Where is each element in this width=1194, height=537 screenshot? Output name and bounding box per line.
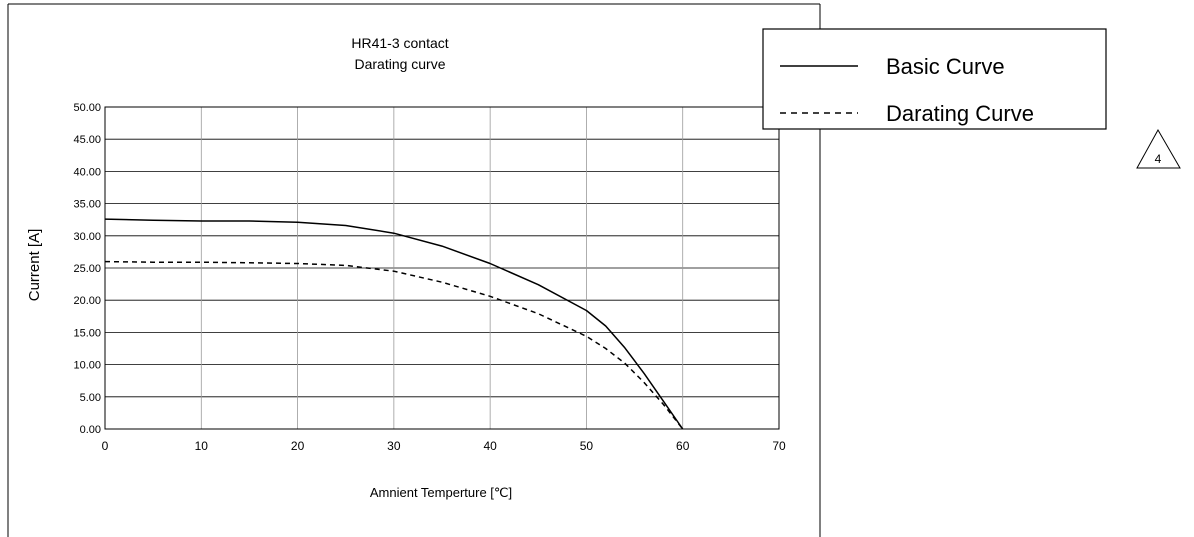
y-tick-label: 0.00 xyxy=(80,424,101,436)
series-line-basic-curve xyxy=(104,218,684,430)
y-tick-label: 30.00 xyxy=(73,231,101,243)
legend: Basic Curve Darating Curve xyxy=(762,28,1107,130)
y-tick-label: 25.00 xyxy=(73,263,101,275)
revision-mark: 4 xyxy=(1136,128,1181,169)
y-tick-label: 10.00 xyxy=(73,360,101,372)
x-tick-label: 40 xyxy=(483,439,497,453)
y-tick-labels: 0.00 5.00 10.00 15.00 20.00 25.00 30.00 35.00 40… xyxy=(73,102,101,436)
grid-lines xyxy=(104,106,780,430)
x-tick-label: 70 xyxy=(772,439,786,453)
y-tick-label: 15.00 xyxy=(73,327,101,339)
y-tick-label: 5.00 xyxy=(80,392,101,404)
y-axis-label: Current [A] xyxy=(26,229,43,302)
y-tick-label: 50.00 xyxy=(73,102,101,114)
x-tick-labels: 0 10 20 30 40 50 60 70 xyxy=(102,439,786,453)
legend-label-basic-curve: Basic Curve xyxy=(886,54,1005,79)
plot-area xyxy=(104,106,780,430)
series-line-darating-curve xyxy=(104,260,684,430)
legend-label-darating-curve: Darating Curve xyxy=(886,101,1034,126)
x-tick-label: 10 xyxy=(195,439,209,453)
x-axis-label: Amnient Temperture [℃] xyxy=(370,485,512,500)
revision-number: 4 xyxy=(1155,152,1162,166)
legend-box xyxy=(762,28,1107,130)
plot-frame xyxy=(104,106,780,430)
y-tick-label: 35.00 xyxy=(73,199,101,211)
x-tick-label: 60 xyxy=(676,439,690,453)
revision-triangle-icon xyxy=(1136,128,1181,169)
chart-subtitle: Darating curve xyxy=(354,56,445,72)
x-tick-label: 50 xyxy=(580,439,594,453)
x-tick-label: 20 xyxy=(291,439,305,453)
y-tick-label: 45.00 xyxy=(73,134,101,146)
x-tick-label: 30 xyxy=(387,439,401,453)
series-layer xyxy=(104,218,684,430)
y-tick-label: 40.00 xyxy=(73,166,101,178)
x-tick-label: 0 xyxy=(102,439,109,453)
chart-title: HR41-3 contact xyxy=(351,35,448,51)
y-tick-label: 20.00 xyxy=(73,295,101,307)
